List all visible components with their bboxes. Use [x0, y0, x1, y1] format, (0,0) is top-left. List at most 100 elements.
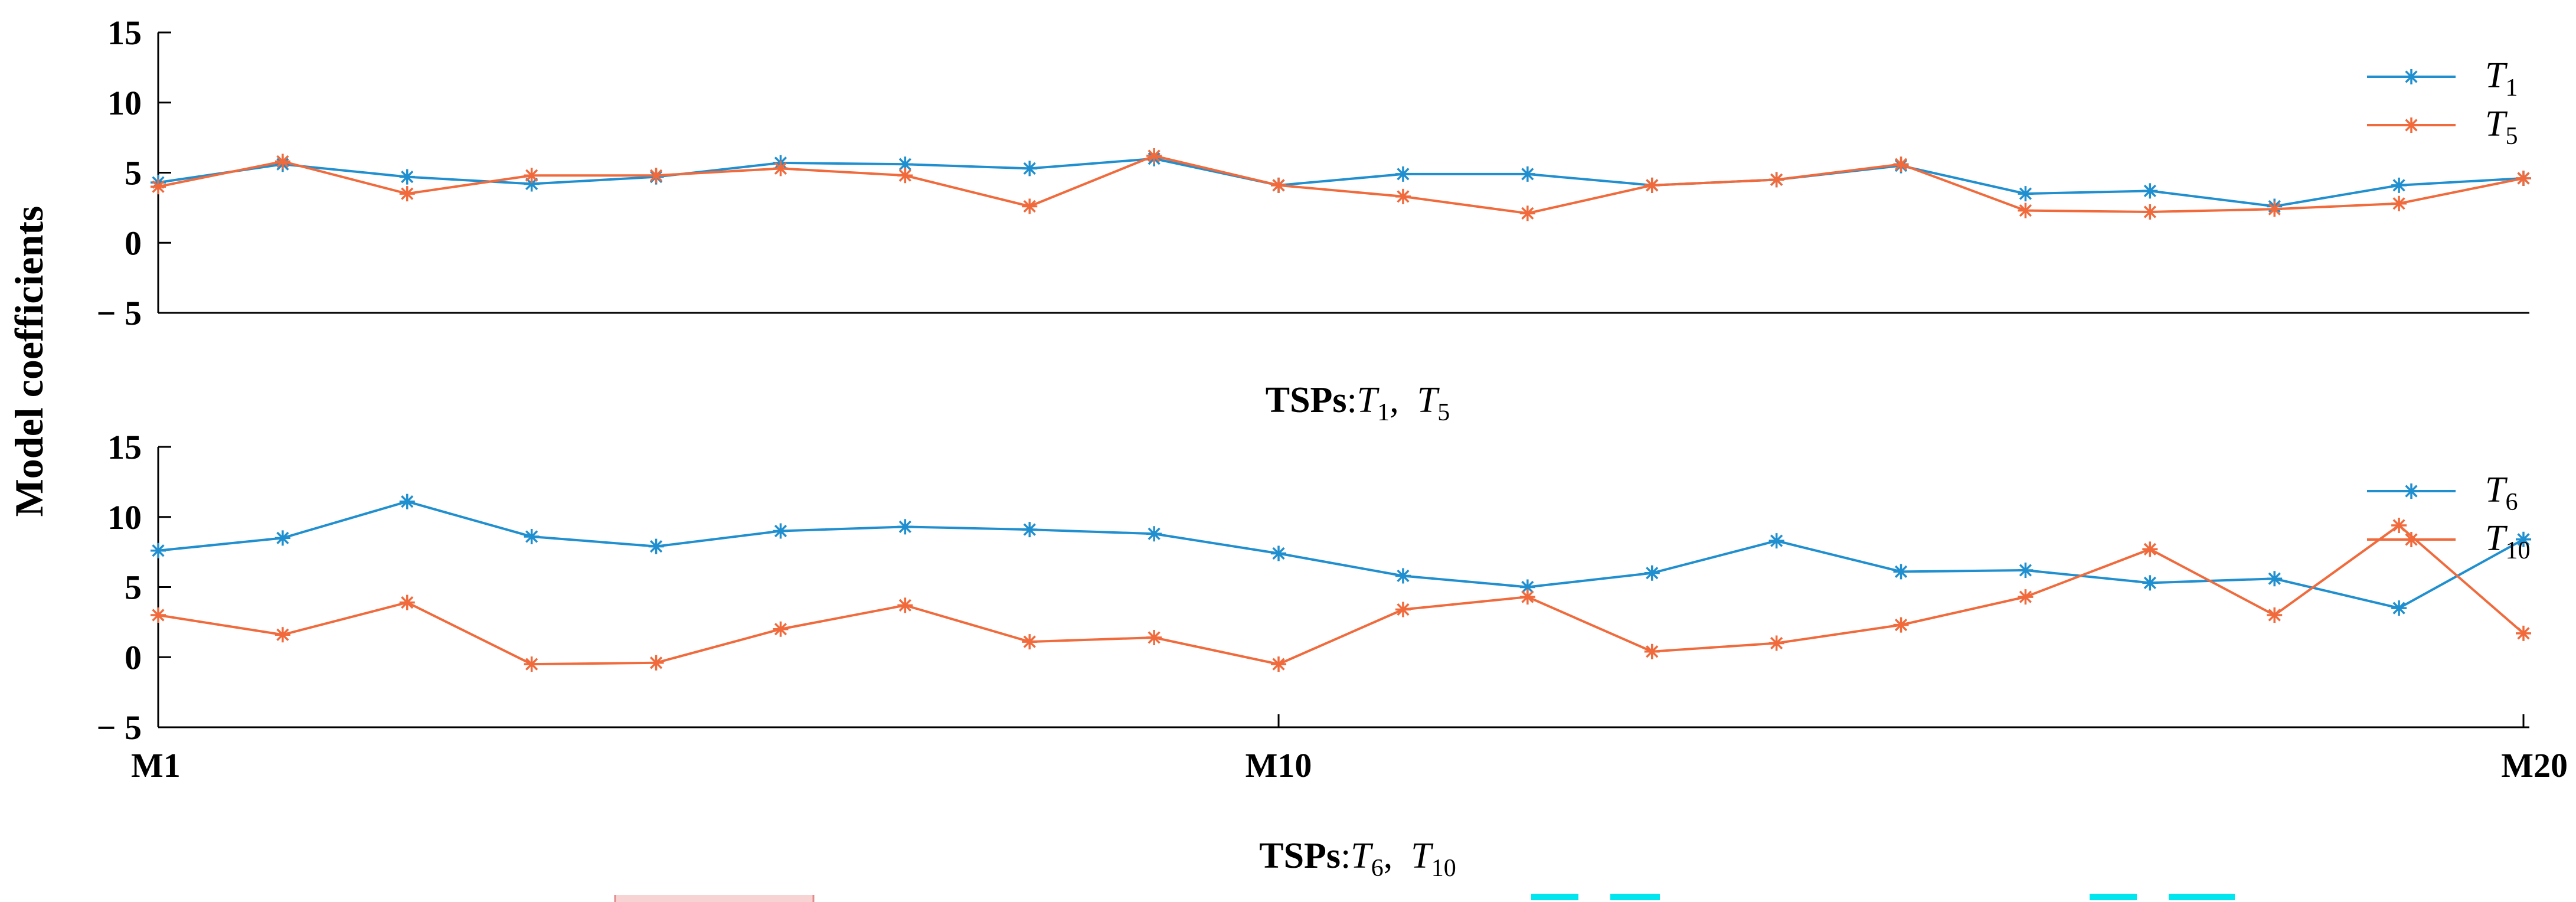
pink-strip [615, 895, 813, 902]
data-point [1022, 161, 1038, 177]
data-point [1395, 166, 1411, 182]
caption-series-1-sub: 6 [1371, 855, 1384, 882]
caption-series-1-sub: 1 [1377, 399, 1390, 426]
legend-label: T5 [2485, 104, 2518, 150]
legend-marker [2404, 532, 2419, 547]
data-point [399, 186, 415, 202]
data-point [399, 494, 415, 509]
data-point [773, 523, 789, 539]
data-point [1395, 568, 1411, 584]
data-point [648, 168, 664, 184]
top-chart-caption: TSPs:T1, T5 [1266, 380, 1450, 426]
bottom-chart-caption: TSPs:T6, T10 [1259, 836, 1456, 882]
y-tick-label: 5 [125, 154, 142, 192]
y-tick-label: 15 [107, 428, 142, 466]
series-line-0 [158, 500, 2524, 610]
cyan-dash [1610, 894, 1660, 900]
legend-label: T6 [2485, 470, 2518, 516]
data-point [1519, 589, 1535, 605]
data-point [773, 621, 789, 637]
x-tick-label: M20 [2501, 746, 2568, 785]
y-tick-label: 10 [107, 84, 142, 122]
legend-label: T10 [2485, 518, 2530, 564]
data-point [2018, 589, 2034, 605]
y-axis-label: Model coefficients [6, 206, 51, 517]
caption-separator: : [1347, 380, 1357, 420]
data-point [1644, 177, 1660, 193]
data-point [2142, 575, 2158, 591]
data-point [1146, 526, 1162, 542]
data-point [2516, 625, 2531, 641]
data-point [2267, 571, 2283, 587]
data-point [2516, 171, 2531, 186]
series-line-1 [158, 524, 2525, 666]
data-point [399, 594, 415, 610]
data-point [1271, 656, 1287, 672]
data-point [524, 529, 540, 544]
legend-marker [2404, 117, 2419, 133]
data-point [2516, 531, 2531, 547]
data-point [1022, 634, 1038, 650]
data-point [1893, 617, 1909, 633]
data-point [1271, 177, 1287, 193]
data-point [1146, 148, 1162, 164]
data-point [2018, 202, 2034, 218]
y-tick-label: 0 [125, 638, 142, 676]
data-point [1395, 602, 1411, 617]
data-point [897, 519, 913, 535]
data-point [648, 655, 664, 671]
y-tick-label: − 5 [96, 708, 142, 747]
x-tick-label: M10 [1245, 746, 1312, 785]
data-point [2391, 518, 2407, 533]
bottom-edge-artifacts [614, 894, 2235, 902]
data-point [524, 656, 540, 672]
data-point [524, 168, 540, 184]
series-line-1 [158, 154, 2524, 215]
cyan-dash [2090, 894, 2137, 900]
caption-series-2-sub: 10 [1431, 855, 1456, 882]
cyan-dash [2169, 894, 2235, 900]
caption-series-2-sub: 5 [1437, 399, 1450, 426]
y-tick-label: 5 [125, 568, 142, 607]
data-point [2391, 177, 2407, 193]
data-point [2391, 600, 2407, 616]
data-point [151, 607, 166, 623]
data-point [274, 627, 290, 643]
data-point [274, 530, 290, 546]
data-point [2267, 607, 2283, 623]
data-point [1768, 533, 1784, 549]
data-point [773, 161, 789, 177]
x-tick-label: M1 [131, 746, 181, 785]
caption-comma: , [1384, 836, 1411, 876]
legend-marker [2404, 69, 2419, 84]
data-point [1644, 643, 1660, 659]
data-point [151, 542, 166, 558]
data-point [648, 538, 664, 554]
y-tick-label: 15 [107, 14, 142, 52]
data-point [1022, 522, 1038, 538]
y-tick-label: − 5 [96, 294, 142, 332]
data-point [2267, 201, 2283, 217]
data-point [897, 168, 913, 184]
y-tick-label: 10 [107, 498, 142, 537]
caption-series-2: T [1417, 380, 1440, 420]
data-point [274, 153, 290, 169]
data-point [2018, 186, 2034, 202]
data-point [2391, 195, 2407, 211]
data-point [2142, 541, 2158, 557]
cyan-dash [1531, 894, 1578, 900]
data-point [1644, 565, 1660, 581]
caption-series-1: T [1351, 836, 1374, 876]
data-point [1395, 188, 1411, 204]
data-point [2142, 204, 2158, 220]
caption-series-2: T [1411, 836, 1434, 876]
data-point [1146, 630, 1162, 645]
data-point [1022, 198, 1038, 214]
caption-prefix: TSPs [1259, 836, 1341, 876]
y-tick-label: 0 [125, 224, 142, 262]
caption-series-1: T [1357, 380, 1380, 420]
data-point [2142, 183, 2158, 199]
